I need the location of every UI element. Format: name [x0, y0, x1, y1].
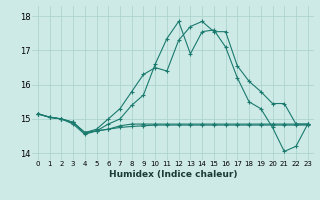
X-axis label: Humidex (Indice chaleur): Humidex (Indice chaleur): [108, 170, 237, 179]
